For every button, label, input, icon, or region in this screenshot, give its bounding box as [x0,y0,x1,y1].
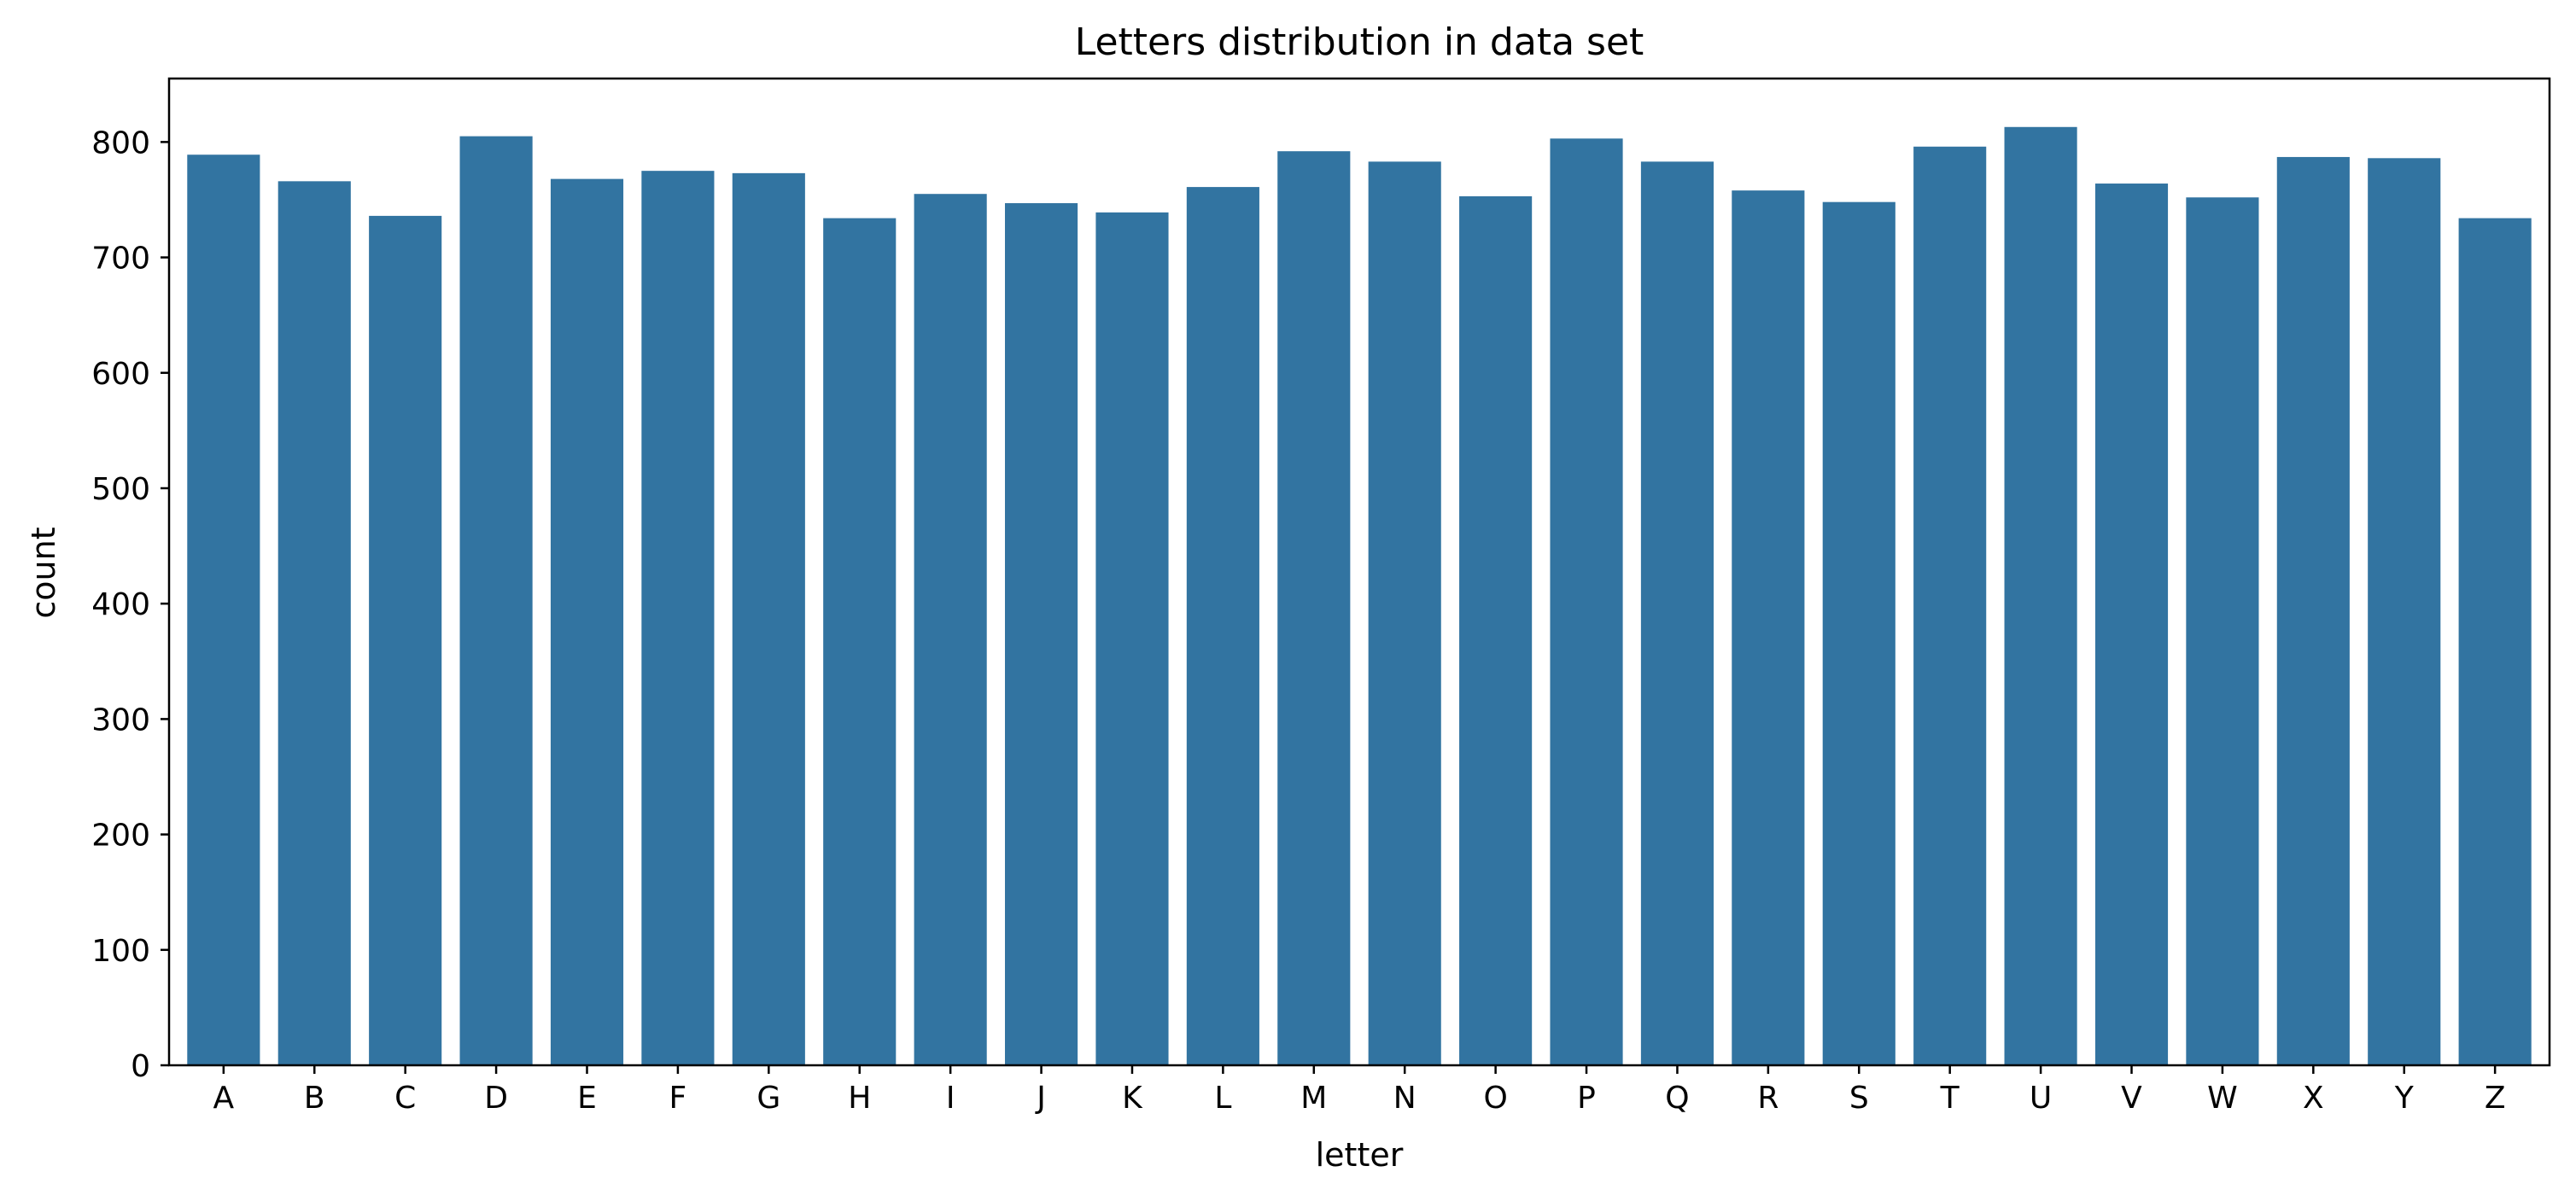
x-tick-label: I [946,1081,955,1116]
y-tick-label: 200 [91,819,150,854]
bar-n [1368,161,1441,1065]
x-tick-label: W [2207,1081,2238,1116]
plot-frame [167,77,2551,1067]
bar-s [1822,201,1895,1065]
y-tick-label: 700 [91,242,150,277]
bar-y [2368,158,2441,1065]
x-axis: A B C D E F G H I J K L M N O P Q R S T U V W X Y Z [213,1065,2506,1116]
bar-r [1732,190,1805,1065]
x-tick-label: S [1849,1081,1869,1116]
x-tick-label: P [1577,1081,1596,1116]
y-axis-label: count [25,527,62,618]
x-axis-label: letter [1316,1136,1404,1174]
bar-j [1004,203,1078,1065]
x-tick-label: H [848,1081,871,1116]
bar-z [2458,218,2532,1065]
bars-group [187,126,2532,1066]
x-tick-label: M [1300,1081,1327,1116]
x-tick-label: D [484,1081,508,1116]
bar-u [2004,126,2077,1065]
y-tick-label: 300 [91,703,150,738]
x-tick-label: N [1393,1081,1417,1116]
bar-c [369,215,442,1066]
x-tick-label: A [213,1081,235,1116]
x-tick-label: V [2121,1081,2142,1116]
y-tick-label: 0 [131,1049,150,1084]
bar-t [1913,146,1987,1066]
y-axis: 0 100 200 300 400 500 600 700 800 [91,125,169,1084]
x-tick-label: Z [2485,1081,2506,1116]
x-tick-label: Q [1665,1081,1689,1116]
bar-o [1459,195,1533,1066]
x-tick-label: F [669,1081,687,1116]
x-tick-label: B [304,1081,325,1116]
bar-a [187,154,260,1065]
x-tick-label: L [1214,1081,1231,1116]
x-tick-label: Y [2394,1081,2415,1116]
bar-d [459,136,533,1066]
x-tick-label: C [394,1081,416,1116]
bar-x [2276,156,2350,1065]
bar-p [1550,138,1623,1066]
bar-f [641,171,715,1066]
bar-g [732,172,805,1066]
y-tick-label: 600 [91,357,150,392]
bar-m [1277,151,1351,1065]
x-tick-label: U [2030,1081,2052,1116]
x-tick-label: R [1757,1081,1779,1116]
x-tick-label: X [2303,1081,2324,1116]
x-tick-label: J [1035,1081,1046,1116]
bar-i [914,194,987,1065]
y-tick-label: 400 [91,587,150,622]
y-tick-label: 800 [91,125,150,160]
x-tick-label: G [756,1081,780,1116]
chart-title: Letters distribution in data set [1075,20,1644,64]
y-tick-label: 500 [91,472,150,507]
bar-l [1186,187,1259,1065]
y-tick-label: 100 [91,934,150,969]
bar-w [2186,197,2259,1066]
bar-h [823,218,897,1065]
bar-b [277,181,351,1066]
bar-k [1095,212,1169,1066]
bar-v [2094,184,2169,1065]
bar-q [1640,161,1714,1065]
x-tick-label: E [577,1081,597,1116]
x-tick-label: K [1122,1081,1143,1116]
x-tick-label: T [1940,1081,1960,1116]
x-tick-label: O [1483,1081,1507,1116]
bar-e [550,178,624,1066]
